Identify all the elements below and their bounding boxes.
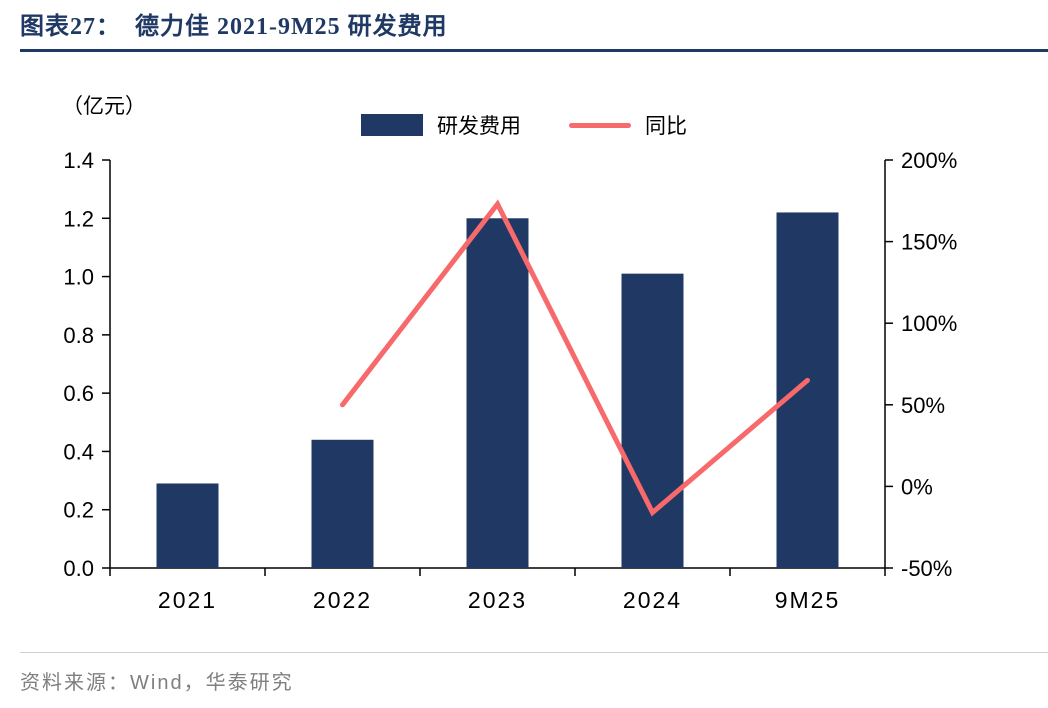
right-tick-label: 200% [901, 148, 957, 173]
category-label: 2021 [158, 587, 217, 613]
right-tick-label: 150% [901, 230, 957, 255]
legend-bar-label: 研发费用 [437, 115, 521, 138]
right-tick-label: 100% [901, 311, 957, 336]
left-tick-label: 1.4 [63, 148, 94, 173]
left-tick-label: 1.0 [63, 265, 94, 290]
legend-line-label: 同比 [645, 115, 687, 138]
category-label: 2023 [468, 587, 527, 613]
rd-expense-bar [776, 212, 839, 568]
source-footer: 资料来源：Wind，华泰研究 [20, 652, 1048, 695]
left-tick-label: 1.2 [63, 206, 94, 231]
right-tick-label: 50% [901, 393, 945, 418]
line-swatch-icon [569, 122, 631, 128]
legend-item-bar: 研发费用 [361, 110, 521, 140]
rd-expense-bar [466, 218, 529, 568]
yoy-line [340, 199, 810, 517]
left-tick-label: 0.8 [63, 323, 94, 348]
category-label: 2024 [623, 587, 682, 613]
rd-expense-bar [621, 273, 684, 568]
rd-expense-bar [156, 483, 219, 568]
bar-swatch-icon [361, 114, 423, 136]
left-tick-label: 0.6 [63, 381, 94, 406]
chart-title: 图表27： 德力佳 2021-9M25 研发费用 [20, 14, 448, 40]
left-tick-label: 0.2 [63, 498, 94, 523]
left-tick-label: 0.0 [63, 556, 94, 581]
left-axis-unit-label: （亿元） [62, 95, 146, 118]
source-text: 资料来源：Wind，华泰研究 [20, 672, 294, 694]
chart-title-bar: 图表27： 德力佳 2021-9M25 研发费用 [20, 6, 1048, 52]
category-label: 9M25 [775, 587, 841, 613]
left-tick-label: 0.4 [63, 439, 94, 464]
category-label: 2022 [313, 587, 372, 613]
legend: 研发费用 同比 [0, 110, 1048, 140]
rd-expense-combo-chart: 0.0 0.2 0.4 0.6 0.8 1.0 1.2 1.4 -50% 0% 50% 100% 150… [63, 148, 957, 613]
rd-expense-bar [311, 439, 374, 568]
right-tick-label: -50% [901, 556, 952, 581]
right-tick-label: 0% [901, 474, 933, 499]
legend-item-line: 同比 [569, 110, 687, 140]
